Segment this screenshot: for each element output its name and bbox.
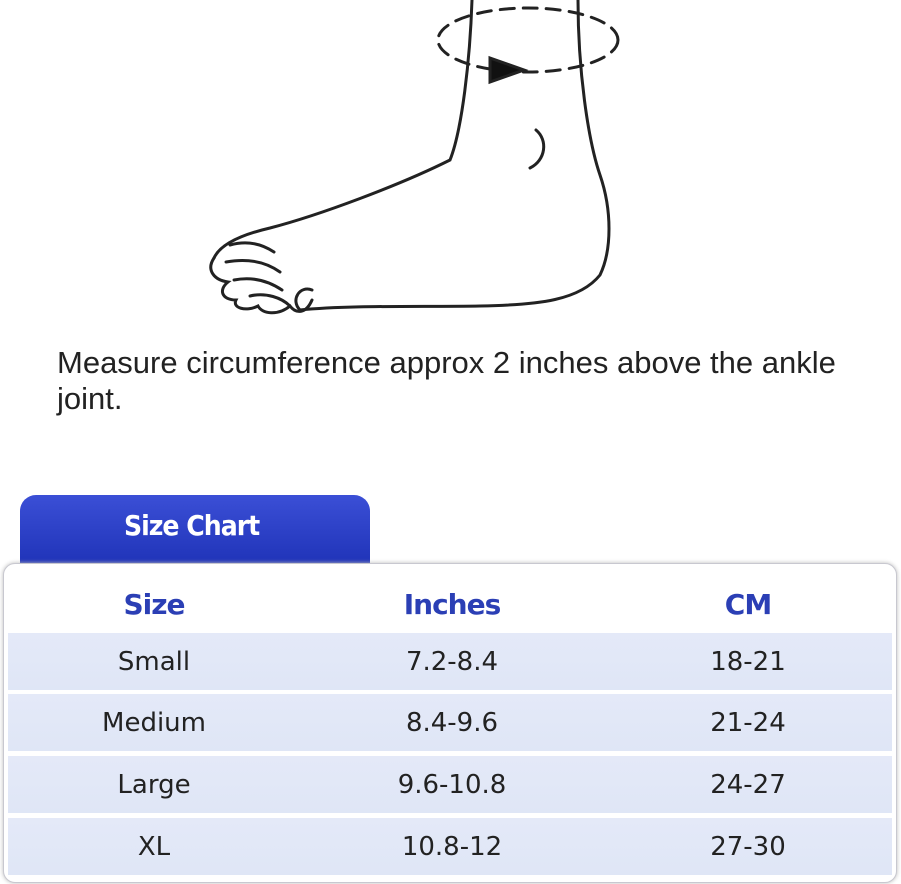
foot-illustration xyxy=(209,0,620,315)
cm-cell: 27-30 xyxy=(710,831,786,862)
header-inches: Inches xyxy=(403,588,502,621)
size-chart-tab: Size Chart xyxy=(20,495,370,565)
table-row: XL 10.8-12 27-30 xyxy=(8,818,892,875)
inches-cell: 7.2-8.4 xyxy=(405,646,499,677)
leg-front xyxy=(212,0,474,260)
table-row: Large 9.6-10.8 24-27 xyxy=(8,756,892,813)
size-chart-title: Size Chart xyxy=(124,509,260,542)
measurement-instruction: Measure circumference approx 2 inches ab… xyxy=(57,345,836,416)
toes xyxy=(209,241,314,315)
header-size: Size xyxy=(123,588,185,621)
size-cell: Small xyxy=(117,646,191,677)
size-cell: XL xyxy=(137,831,171,862)
inches-cell: 10.8-12 xyxy=(401,831,503,862)
inches-cell: 8.4-9.6 xyxy=(405,707,499,738)
size-chart-table: Size Inches CM Small 7.2-8.4 18-21 Mediu… xyxy=(3,563,897,883)
cm-cell: 24-27 xyxy=(710,769,786,800)
leg-back xyxy=(298,0,611,312)
table-row: Small 7.2-8.4 18-21 xyxy=(8,633,892,690)
cm-cell: 21-24 xyxy=(710,707,786,738)
inches-cell: 9.6-10.8 xyxy=(397,769,507,800)
size-cell: Large xyxy=(117,769,191,800)
measurement-ring xyxy=(436,6,620,74)
header-cm: CM xyxy=(724,588,772,621)
measurement-arrow-icon xyxy=(488,55,529,85)
size-cell: Medium xyxy=(102,707,206,738)
table-row: Medium 8.4-9.6 21-24 xyxy=(8,694,892,751)
ankle-bone xyxy=(528,128,546,170)
table-header-row: Size Inches CM xyxy=(8,576,892,633)
cm-cell: 18-21 xyxy=(710,646,786,677)
